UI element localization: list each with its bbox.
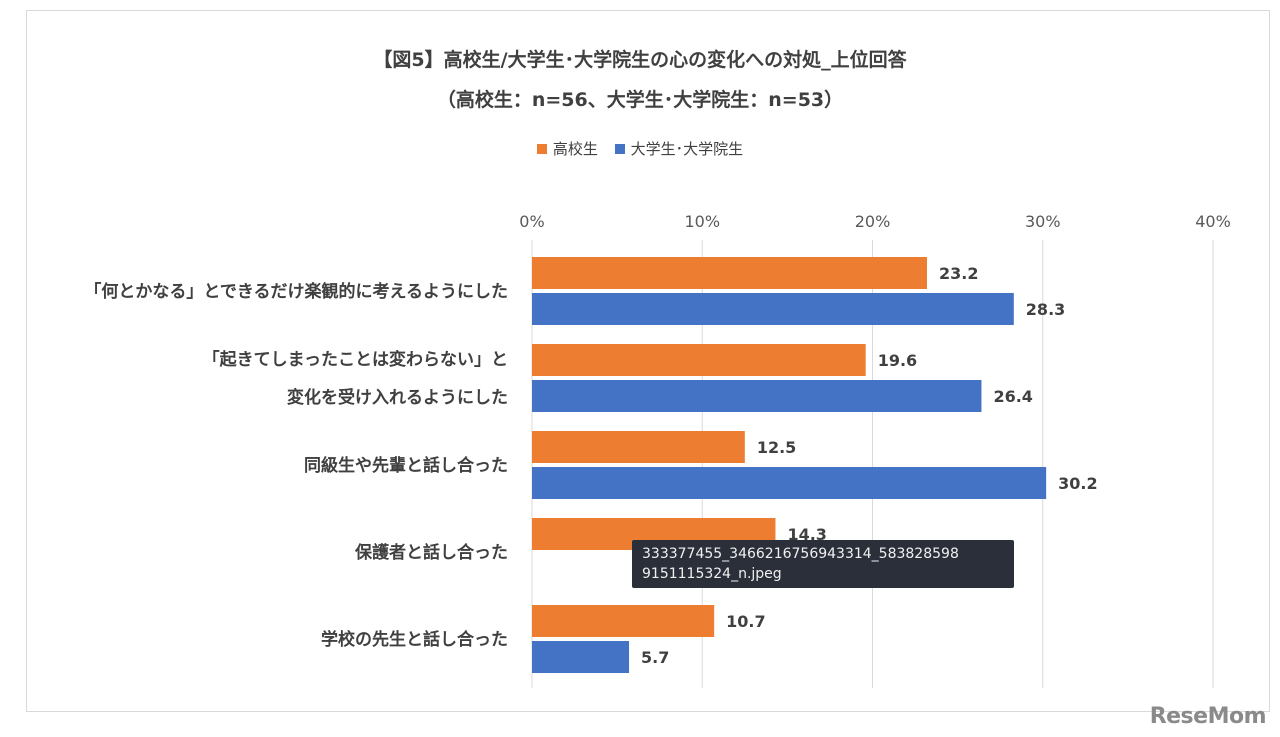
data-label: 23.2 [939, 264, 978, 283]
data-label: 14.3 [787, 525, 826, 544]
legend-label-series2: 大学生･大学院生 [630, 140, 744, 158]
legend-item-series2: 大学生･大学院生 [614, 138, 744, 159]
legend-item-series1: 高校生 [536, 138, 598, 159]
data-label: 10.7 [726, 612, 765, 631]
category-label: 同級生や先輩と話し合った [304, 455, 508, 476]
x-tick-label: 20% [855, 212, 891, 231]
bar [532, 380, 982, 412]
x-tick-label: 40% [1195, 212, 1231, 231]
legend-swatch-series2 [614, 143, 625, 154]
category-label: 「何とかなる」とできるだけ楽観的に考えるようにした [84, 281, 508, 302]
tooltip-line-1: 333377455_3466216756943314_583828598 [642, 546, 959, 562]
bar [532, 257, 927, 289]
bar [532, 431, 745, 463]
bar [532, 344, 866, 376]
x-tick-label: 10% [684, 212, 720, 231]
category-label: 保護者と話し合った [354, 542, 508, 563]
data-label: 30.2 [1058, 474, 1097, 493]
data-label: 19.6 [878, 351, 917, 370]
category-label: 変化を受け入れるようにした [287, 387, 508, 408]
x-tick-label: 30% [1025, 212, 1061, 231]
data-label: 26.4 [993, 387, 1032, 406]
chart-title: 【図5】高校生/大学生･大学院生の心の変化への対処_上位回答 [373, 49, 907, 71]
bar [532, 641, 630, 673]
bar [532, 605, 715, 637]
data-label: 28.3 [1026, 300, 1065, 319]
legend-swatch-series1 [536, 143, 547, 154]
filename-tooltip: 333377455_3466216756943314_583828598 915… [632, 540, 1014, 588]
data-label: 12.5 [757, 438, 796, 457]
category-label: 「起きてしまったことは変わらない」と [203, 349, 508, 370]
chart-subtitle: （高校生：n=56、大学生･大学院生：n=53） [436, 89, 844, 111]
resemom-logo: ReseMom [1149, 704, 1267, 729]
data-label: 5.7 [641, 648, 669, 667]
legend: 高校生 大学生･大学院生 [0, 138, 1280, 159]
category-label: 学校の先生と話し合った [321, 629, 508, 650]
legend-label-series1: 高校生 [552, 140, 598, 158]
bar [532, 293, 1014, 325]
tooltip-line-2: 9151115324_n.jpeg [642, 566, 782, 582]
bar [532, 467, 1047, 499]
x-tick-label: 0% [519, 212, 544, 231]
